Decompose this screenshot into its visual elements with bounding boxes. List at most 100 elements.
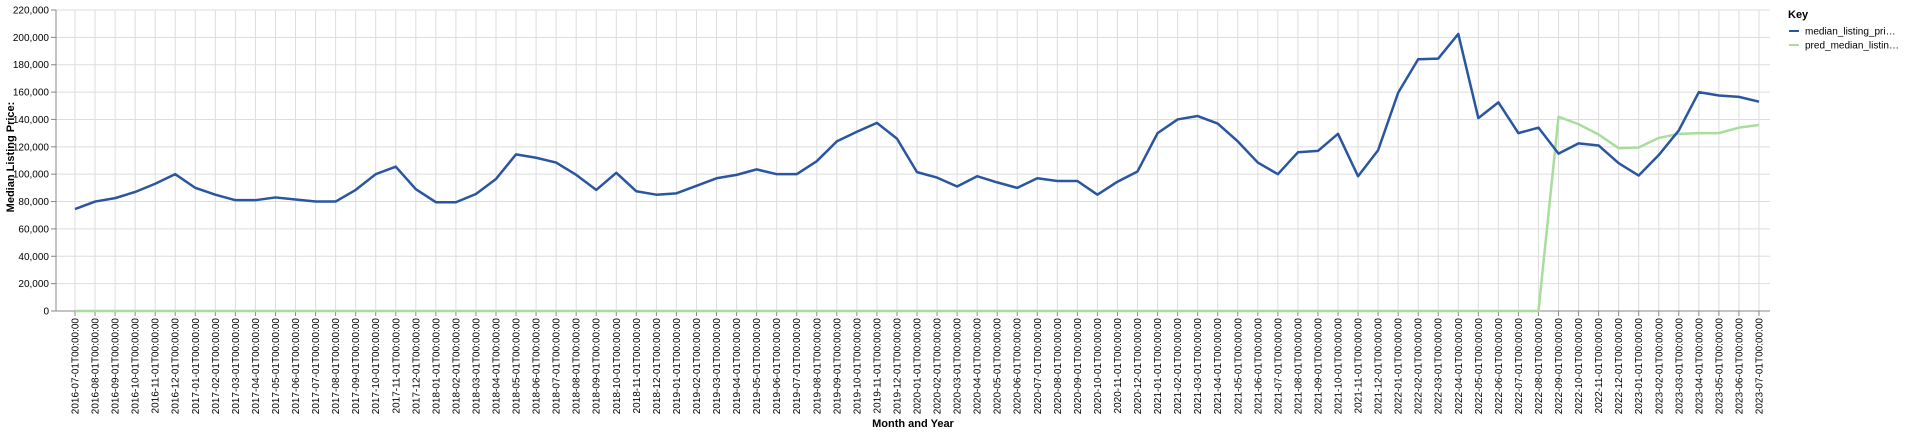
x-tick-label: 2016-07-01T00:00:00 xyxy=(71,318,82,415)
x-tick-label: 2020-10-01T00:00:00 xyxy=(1093,318,1104,415)
x-tick-label: 2017-11-01T00:00:00 xyxy=(391,318,402,414)
x-tick-label: 2020-11-01T00:00:00 xyxy=(1113,318,1124,414)
x-tick-label: 2021-06-01T00:00:00 xyxy=(1253,318,1264,415)
series-line-pred-median-listin xyxy=(75,115,1760,313)
x-tick-label: 2020-12-01T00:00:00 xyxy=(1133,318,1144,415)
x-tick-label: 2017-03-01T00:00:00 xyxy=(231,318,242,415)
x-tick-label: 2023-06-01T00:00:00 xyxy=(1734,318,1745,415)
x-tick-label: 2023-04-01T00:00:00 xyxy=(1694,318,1705,415)
legend-title: Key xyxy=(1788,9,1809,21)
y-tick-label: 180,000 xyxy=(13,60,50,71)
x-tick-label: 2019-03-01T00:00:00 xyxy=(712,318,723,415)
x-tick-label: 2018-08-01T00:00:00 xyxy=(572,318,583,415)
x-axis: 2016-07-01T00:00:00 2016-08-01T00:00:00 20… xyxy=(56,310,1770,415)
x-tick-label: 2018-10-01T00:00:00 xyxy=(612,318,623,415)
x-tick-label: 2018-03-01T00:00:00 xyxy=(471,318,482,415)
y-tick-label: 220,000 xyxy=(13,6,50,17)
x-tick-label: 2017-09-01T00:00:00 xyxy=(351,318,362,415)
y-axis-title: Median Listing Price: xyxy=(5,102,17,213)
x-tick-label: 2017-05-01T00:00:00 xyxy=(271,318,282,415)
legend-label: median_listing_pri… xyxy=(1805,27,1896,38)
gridlines xyxy=(56,9,1770,312)
x-tick-label: 2016-10-01T00:00:00 xyxy=(131,318,142,415)
x-tick-label: 2018-06-01T00:00:00 xyxy=(532,318,543,415)
legend-label: pred_median_listin… xyxy=(1805,41,1899,52)
x-tick-label: 2018-02-01T00:00:00 xyxy=(451,318,462,415)
x-tick-label: 2016-11-01T00:00:00 xyxy=(151,318,162,414)
x-tick-label: 2022-01-01T00:00:00 xyxy=(1394,318,1405,415)
x-tick-label: 2016-08-01T00:00:00 xyxy=(91,318,102,415)
x-tick-label: 2019-11-01T00:00:00 xyxy=(872,318,883,414)
x-tick-label: 2022-09-01T00:00:00 xyxy=(1554,318,1565,415)
x-tick-label: 2018-09-01T00:00:00 xyxy=(592,318,603,415)
y-tick-label: 80,000 xyxy=(18,197,49,208)
x-tick-label: 2023-02-01T00:00:00 xyxy=(1654,318,1665,415)
x-tick-label: 2018-04-01T00:00:00 xyxy=(492,318,503,415)
x-tick-label: 2019-04-01T00:00:00 xyxy=(732,318,743,415)
x-tick-label: 2019-08-01T00:00:00 xyxy=(812,318,823,415)
x-tick-label: 2021-11-01T00:00:00 xyxy=(1354,318,1365,414)
x-tick-label: 2023-03-01T00:00:00 xyxy=(1674,318,1685,415)
x-axis-title: Month and Year xyxy=(872,418,954,430)
y-tick-label: 20,000 xyxy=(18,279,49,290)
x-tick-label: 2020-07-01T00:00:00 xyxy=(1033,318,1044,415)
y-tick-label: 0 xyxy=(43,307,49,318)
x-tick-label: 2022-08-01T00:00:00 xyxy=(1534,318,1545,415)
x-tick-label: 2017-04-01T00:00:00 xyxy=(251,318,262,415)
series-lines xyxy=(74,32,1760,313)
x-tick-label: 2022-03-01T00:00:00 xyxy=(1434,318,1445,415)
x-tick-label: 2017-07-01T00:00:00 xyxy=(311,318,322,415)
x-tick-label: 2017-06-01T00:00:00 xyxy=(291,318,302,415)
x-tick-label: 2018-11-01T00:00:00 xyxy=(632,318,643,414)
x-tick-label: 2022-02-01T00:00:00 xyxy=(1414,318,1425,415)
x-tick-label: 2022-04-01T00:00:00 xyxy=(1454,318,1465,415)
x-tick-label: 2018-07-01T00:00:00 xyxy=(552,318,563,415)
x-tick-label: 2021-03-01T00:00:00 xyxy=(1193,318,1204,415)
x-tick-label: 2016-09-01T00:00:00 xyxy=(111,318,122,415)
x-tick-label: 2022-07-01T00:00:00 xyxy=(1514,318,1525,415)
x-tick-label: 2021-10-01T00:00:00 xyxy=(1334,318,1345,415)
x-tick-label: 2017-12-01T00:00:00 xyxy=(411,318,422,415)
x-tick-label: 2017-10-01T00:00:00 xyxy=(371,318,382,415)
x-tick-label: 2020-09-01T00:00:00 xyxy=(1073,318,1084,415)
x-tick-label: 2021-04-01T00:00:00 xyxy=(1213,318,1224,415)
x-tick-label: 2018-05-01T00:00:00 xyxy=(512,318,523,415)
x-tick-label: 2022-11-01T00:00:00 xyxy=(1594,318,1605,414)
legend: Key median_listing_pri… pred_median_listi… xyxy=(1788,9,1899,52)
x-tick-label: 2023-07-01T00:00:00 xyxy=(1755,318,1766,415)
x-tick-label: 2021-08-01T00:00:00 xyxy=(1293,318,1304,415)
y-tick-label: 40,000 xyxy=(18,252,49,263)
x-tick-label: 2023-01-01T00:00:00 xyxy=(1634,318,1645,415)
x-tick-label: 2020-08-01T00:00:00 xyxy=(1053,318,1064,415)
x-tick-label: 2020-04-01T00:00:00 xyxy=(973,318,984,415)
x-tick-label: 2020-01-01T00:00:00 xyxy=(913,318,924,415)
x-tick-label: 2021-12-01T00:00:00 xyxy=(1374,318,1385,415)
x-tick-label: 2017-01-01T00:00:00 xyxy=(191,318,202,415)
x-tick-label: 2022-12-01T00:00:00 xyxy=(1614,318,1625,415)
x-tick-label: 2019-09-01T00:00:00 xyxy=(832,318,843,415)
x-tick-label: 2019-06-01T00:00:00 xyxy=(772,318,783,415)
x-tick-label: 2021-09-01T00:00:00 xyxy=(1313,318,1324,415)
series-line-median-listing-pri xyxy=(74,32,1760,211)
x-tick-label: 2022-06-01T00:00:00 xyxy=(1494,318,1505,415)
x-tick-label: 2020-02-01T00:00:00 xyxy=(933,318,944,415)
x-tick-label: 2022-10-01T00:00:00 xyxy=(1574,318,1585,415)
x-tick-label: 2021-07-01T00:00:00 xyxy=(1273,318,1284,415)
x-tick-label: 2021-01-01T00:00:00 xyxy=(1153,318,1164,415)
y-tick-label: 100,000 xyxy=(13,170,50,181)
x-tick-label: 2020-03-01T00:00:00 xyxy=(953,318,964,415)
x-tick-label: 2022-05-01T00:00:00 xyxy=(1474,318,1485,415)
y-tick-label: 160,000 xyxy=(13,88,50,99)
x-tick-label: 2016-12-01T00:00:00 xyxy=(171,318,182,415)
x-tick-label: 2019-02-01T00:00:00 xyxy=(692,318,703,415)
x-tick-label: 2017-08-01T00:00:00 xyxy=(331,318,342,415)
x-tick-label: 2019-01-01T00:00:00 xyxy=(672,318,683,415)
x-tick-label: 2018-01-01T00:00:00 xyxy=(431,318,442,415)
x-tick-label: 2019-12-01T00:00:00 xyxy=(892,318,903,415)
x-tick-label: 2019-10-01T00:00:00 xyxy=(852,318,863,415)
y-tick-label: 200,000 xyxy=(13,33,50,44)
y-axis: 0 20,000 40,000 60,000 80,000 100,000 120,000 1… xyxy=(13,6,57,318)
x-tick-label: 2021-05-01T00:00:00 xyxy=(1233,318,1244,415)
y-tick-label: 60,000 xyxy=(18,224,49,235)
